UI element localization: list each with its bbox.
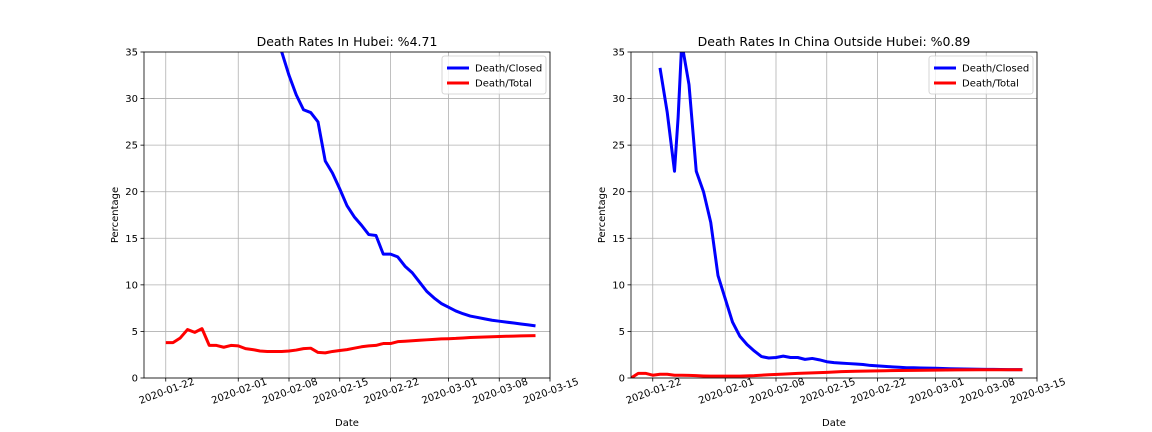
x-tick-label: 2020-01-22 <box>138 377 196 407</box>
x-tick-label: 2020-02-08 <box>748 377 806 407</box>
legend-label: Death/Closed <box>475 64 542 75</box>
y-tick-label: 25 <box>612 141 625 152</box>
x-tick-label: 2020-02-22 <box>849 377 907 407</box>
y-tick-label: 30 <box>125 94 138 105</box>
y-tick-label: 30 <box>612 94 625 105</box>
legend-label: Death/Total <box>475 79 532 90</box>
x-tick-label: 2020-03-01 <box>420 377 478 407</box>
chart-title: Death Rates In China Outside Hubei: %0.8… <box>698 34 971 49</box>
y-tick-label: 5 <box>132 327 138 338</box>
y-axis-label: Percentage <box>110 187 121 243</box>
axes-frame <box>143 51 551 379</box>
x-tick-label: 2020-01-22 <box>625 377 683 407</box>
x-tick-label: 2020-02-08 <box>261 377 319 407</box>
legend: Death/Closed Death/Total <box>441 55 547 95</box>
series-line-death-closed <box>280 52 536 328</box>
y-tick-label: 10 <box>125 280 138 291</box>
axes-frame <box>630 51 1038 379</box>
legend: Death/Closed Death/Total <box>928 55 1034 95</box>
chart-title: Death Rates In Hubei: %4.71 <box>257 34 438 49</box>
y-tick-label: 0 <box>132 374 138 385</box>
y-tick-label: 35 <box>125 48 138 59</box>
x-tick-label: 2020-03-08 <box>471 377 529 407</box>
x-tick-label: 2020-02-15 <box>799 377 857 407</box>
y-tick-label: 20 <box>612 187 625 198</box>
y-tick-label: 20 <box>125 187 138 198</box>
y-tick-label: 15 <box>125 234 138 245</box>
y-axis-label: Percentage <box>597 187 608 243</box>
x-tick-label: 2020-02-22 <box>362 377 420 407</box>
x-tick-label: 2020-02-01 <box>697 377 755 407</box>
y-tick-label: 10 <box>612 280 625 291</box>
x-tick-label: 2020-03-15 <box>522 377 580 407</box>
series-line-death-total <box>631 368 1023 378</box>
y-tick-label: 5 <box>619 327 625 338</box>
y-tick-label: 25 <box>125 141 138 152</box>
legend-label: Death/Total <box>962 79 1019 90</box>
x-tick-label: 2020-03-08 <box>958 377 1016 407</box>
legend-label: Death/Closed <box>962 64 1029 75</box>
y-tick-label: 35 <box>612 48 625 59</box>
y-tick-label: 0 <box>619 374 625 385</box>
y-tick-label: 15 <box>612 234 625 245</box>
x-tick-label: 2020-02-01 <box>210 377 268 407</box>
x-tick-label: 2020-02-15 <box>312 377 370 407</box>
x-tick-label: 2020-03-15 <box>1009 377 1067 407</box>
x-axis-label: Date <box>822 418 846 429</box>
x-tick-label: 2020-03-01 <box>907 377 965 407</box>
x-axis-label: Date <box>335 418 359 429</box>
series-line-death-total <box>165 327 536 355</box>
